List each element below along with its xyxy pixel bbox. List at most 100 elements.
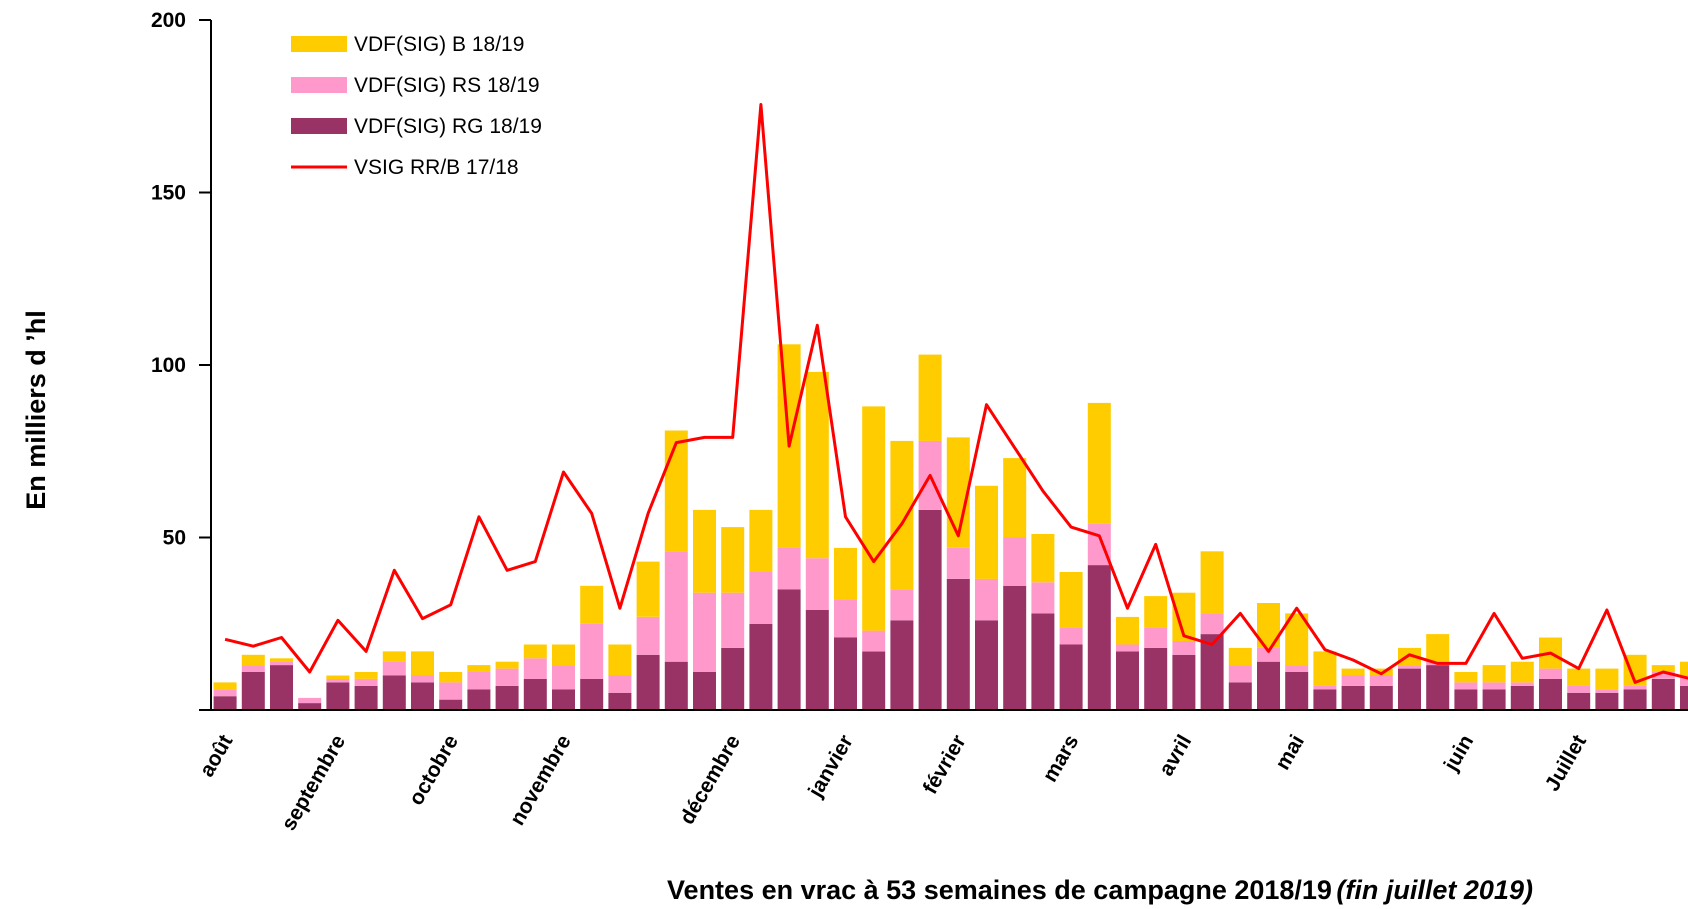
- bar-rg-week-52: [1651, 679, 1675, 710]
- bar-rs-week-17: [664, 551, 688, 662]
- bar-b-week-47: [1510, 661, 1534, 683]
- y-tick-label-50: 50: [163, 527, 186, 550]
- bar-b-week-52: [1651, 665, 1675, 672]
- bar-b-week-11: [495, 661, 519, 669]
- bar-rs-week-30: [1031, 582, 1055, 614]
- bar-rg-week-20: [749, 623, 773, 711]
- bar-b-week-26: [918, 354, 942, 441]
- x-tick-label-2: octobre: [405, 731, 463, 809]
- legend-swatch-2: [291, 118, 347, 134]
- plot-area: [213, 103, 1688, 711]
- bar-b-week-32: [1087, 402, 1111, 524]
- bar-b-week-34: [1144, 596, 1168, 628]
- bar-rs-week-25: [890, 589, 914, 621]
- bar-b-week-38: [1257, 603, 1280, 648]
- bar-b-week-22: [805, 371, 829, 559]
- bar-rg-week-24: [862, 651, 886, 710]
- y-tick-label-150: 150: [151, 182, 186, 205]
- bar-rg-week-47: [1510, 685, 1534, 710]
- bar-rg-week-21: [777, 589, 801, 711]
- x-tick-label-0: août: [195, 731, 237, 781]
- bar-rs-week-46: [1482, 682, 1506, 690]
- bar-rs-week-45: [1454, 682, 1478, 690]
- bar-rg-week-2: [241, 672, 265, 710]
- bar-rg-week-19: [721, 647, 745, 710]
- bar-rg-week-6: [354, 685, 378, 710]
- bar-rs-week-22: [805, 558, 829, 610]
- bar-rg-week-51: [1623, 689, 1647, 710]
- x-tick-label-5: janvier: [804, 731, 858, 802]
- bar-rg-week-16: [636, 654, 660, 710]
- bar-b-week-39: [1285, 613, 1309, 666]
- bar-b-week-25: [890, 440, 914, 590]
- legend-label-3: VSIG RR/B 17/18: [354, 156, 519, 179]
- bar-rs-week-34: [1144, 627, 1168, 648]
- bar-b-week-45: [1454, 672, 1478, 683]
- bar-b-week-50: [1595, 668, 1619, 690]
- bar-rg-week-45: [1454, 689, 1478, 710]
- bar-rg-week-12: [523, 679, 547, 710]
- bar-rg-week-29: [1003, 585, 1027, 710]
- bar-rs-week-53: [1680, 675, 1688, 686]
- bar-rs-week-43: [1398, 665, 1421, 669]
- x-axis-label-main: Ventes en vrac à 53 semaines de campagne…: [667, 875, 1332, 905]
- bar-b-week-5: [326, 675, 350, 679]
- bar-rg-week-35: [1172, 654, 1196, 710]
- bar-rs-week-13: [552, 665, 575, 690]
- bar-b-week-33: [1116, 616, 1139, 645]
- bar-rg-week-53: [1680, 685, 1688, 710]
- bar-rs-week-36: [1200, 613, 1224, 635]
- x-tick-label-3: novembre: [506, 731, 576, 829]
- bar-b-week-10: [467, 665, 491, 672]
- x-tick-label-10: juin: [1439, 731, 1478, 776]
- x-tick-label-9: mai: [1271, 731, 1309, 774]
- y-tick-label-200: 200: [151, 9, 186, 32]
- bar-rs-week-10: [467, 672, 491, 690]
- bar-b-week-19: [721, 527, 745, 593]
- bar-rg-week-30: [1031, 613, 1055, 710]
- bar-b-week-12: [523, 644, 547, 659]
- bar-b-week-2: [241, 654, 265, 666]
- bar-rg-week-15: [608, 692, 632, 711]
- legend-swatch-1: [291, 77, 347, 93]
- bar-b-week-16: [636, 561, 660, 617]
- bar-b-week-3: [270, 658, 293, 662]
- x-tick-label-7: mars: [1038, 731, 1083, 786]
- bar-rs-week-33: [1116, 644, 1139, 652]
- bar-b-week-30: [1031, 534, 1055, 583]
- legend-label-0: VDF(SIG) B 18/19: [354, 33, 524, 56]
- bar-b-week-17: [664, 430, 688, 552]
- bar-rg-week-41: [1341, 685, 1365, 710]
- line-vsig-rrb-17-18: [224, 103, 1688, 684]
- bar-rs-week-24: [862, 630, 886, 652]
- bar-b-week-20: [749, 509, 773, 572]
- bar-b-week-51: [1623, 654, 1647, 686]
- bar-rg-week-9: [439, 699, 463, 710]
- bar-rg-week-37: [1228, 682, 1252, 710]
- bar-rg-week-14: [580, 679, 604, 710]
- bar-rs-week-38: [1257, 647, 1280, 662]
- bar-rg-week-23: [834, 637, 857, 710]
- bar-b-week-28: [975, 485, 998, 579]
- x-tick-label-11: Juillet: [1541, 731, 1591, 795]
- y-axis-label: En milliers d ’hl: [21, 310, 51, 510]
- bar-b-week-31: [1059, 572, 1083, 628]
- bar-rg-week-33: [1116, 651, 1139, 710]
- bar-rs-week-5: [326, 679, 350, 683]
- bar-b-week-7: [382, 651, 406, 662]
- bar-rg-week-46: [1482, 689, 1506, 710]
- bar-rg-week-7: [382, 675, 406, 710]
- bar-rg-week-39: [1285, 672, 1309, 710]
- bar-rg-week-28: [975, 620, 998, 710]
- bar-b-week-41: [1341, 668, 1365, 676]
- bar-rs-week-39: [1285, 665, 1309, 672]
- bar-rg-week-34: [1144, 647, 1168, 710]
- bar-rg-week-42: [1369, 685, 1393, 710]
- bar-rs-week-9: [439, 682, 463, 700]
- bar-rg-week-11: [495, 685, 519, 710]
- x-axis-label-italic: (fin juillet 2019): [1336, 875, 1533, 905]
- y-tick-label-100: 100: [151, 354, 186, 377]
- bar-rs-week-49: [1567, 685, 1591, 693]
- bar-rs-week-52: [1651, 672, 1675, 679]
- bar-rs-week-21: [777, 547, 801, 590]
